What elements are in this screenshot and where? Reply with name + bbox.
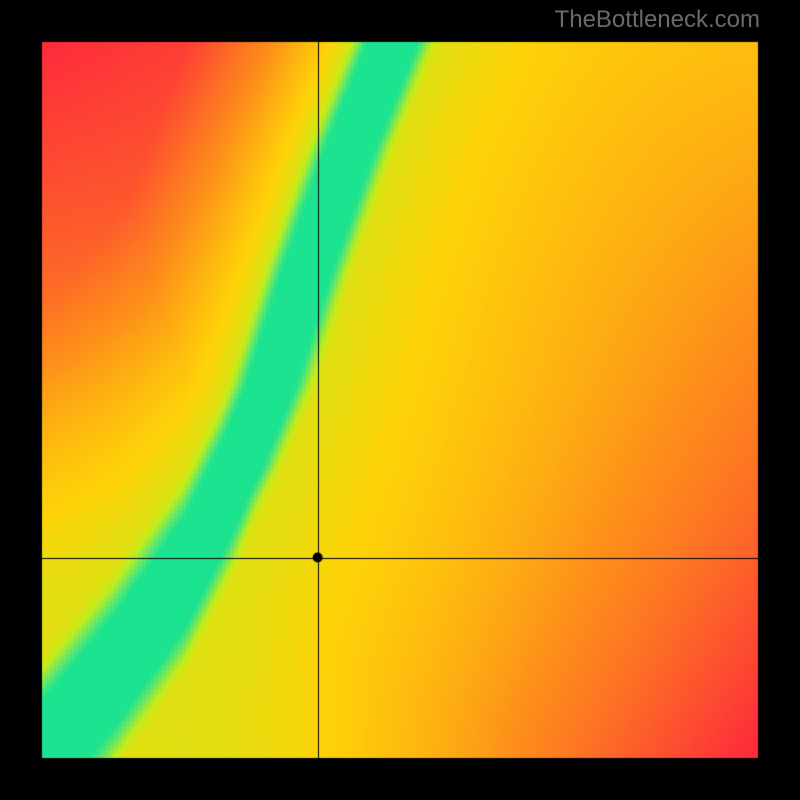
bottleneck-heatmap — [0, 0, 800, 800]
watermark-text: TheBottleneck.com — [555, 6, 760, 34]
